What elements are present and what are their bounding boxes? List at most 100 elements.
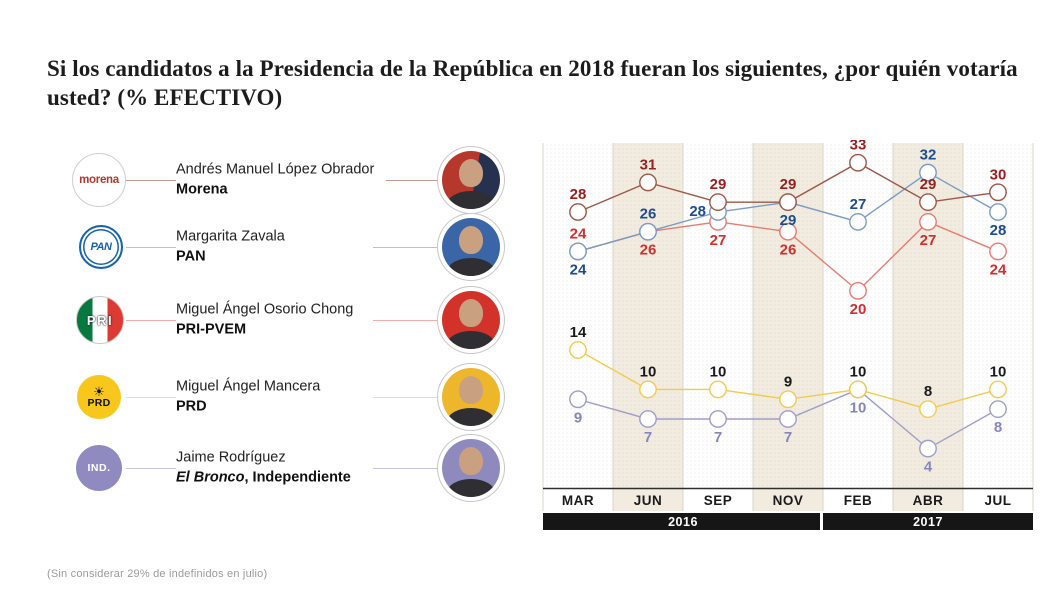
series-Morena [569, 153, 1007, 221]
page-title: Si los candidatos a la Presidencia de la… [47, 56, 1018, 111]
morena-party-logo: morena [72, 153, 126, 207]
data-point [919, 212, 937, 231]
value-label: 24 [570, 225, 587, 242]
value-label: 27 [920, 232, 937, 249]
value-label: 7 [714, 429, 722, 446]
independiente-party-logo: IND. [76, 445, 122, 491]
data-point [709, 193, 727, 212]
candidate-party: PRD [176, 398, 207, 415]
data-point [989, 242, 1007, 261]
data-point [989, 380, 1007, 399]
candidate-name: Andrés Manuel López Obrador [176, 161, 375, 178]
series-El Bronco [569, 380, 1007, 458]
value-label: 8 [994, 419, 1002, 436]
photo-silhouette [442, 291, 500, 349]
pri-party-logo: PRI [76, 296, 124, 344]
candidate-party: Morena [176, 181, 228, 198]
candidate-party: El Bronco, Independiente [176, 469, 351, 486]
value-label: 7 [784, 429, 792, 446]
value-label: 29 [710, 176, 727, 193]
candidate-party: PAN [176, 248, 206, 265]
value-label: 29 [780, 212, 797, 229]
candidate-row-morena: morena Andrés Manuel López Obrador Moren… [70, 144, 506, 216]
photo-silhouette [442, 439, 500, 497]
value-label: 4 [924, 459, 933, 476]
value-label: 30 [990, 166, 1007, 183]
candidate-photo [438, 214, 504, 280]
data-point [639, 173, 657, 192]
value-label: 27 [850, 196, 867, 213]
candidate-photo [438, 364, 504, 430]
value-label: 29 [780, 176, 797, 193]
logo-text: PRD [87, 396, 111, 409]
data-point [639, 410, 657, 428]
poll-trend-chart: 28 31 29 29 33 29 30 24 26 28 29 27 32 28 24 26 27 26 20 27… [530, 137, 1037, 534]
value-label: 14 [570, 324, 587, 341]
month-label: MAR [562, 493, 594, 508]
data-point [569, 203, 587, 221]
value-label: 26 [640, 206, 657, 223]
prd-sun-icon [93, 386, 105, 397]
candidate-name: Miguel Ángel Mancera [176, 378, 321, 395]
candidate-photo [438, 435, 504, 501]
candidate-row-prd: PRD Miguel Ángel Mancera PRD [70, 361, 506, 433]
candidate-text: Margarita Zavala PAN [176, 227, 373, 267]
candidate-text: Miguel Ángel Osorio Chong PRI-PVEM [176, 300, 373, 340]
value-label: 27 [710, 232, 727, 249]
value-label: 26 [780, 242, 797, 259]
month-label: JUN [634, 493, 663, 508]
value-label: 28 [570, 186, 587, 203]
prd-party-logo: PRD [77, 375, 121, 419]
data-point [849, 212, 867, 231]
logo-text: IND. [87, 462, 111, 474]
value-label: 28 [990, 222, 1007, 239]
data-point [919, 163, 937, 182]
value-label: 31 [640, 156, 657, 173]
month-label: JUL [984, 493, 1011, 508]
value-label: 32 [920, 147, 937, 164]
year-label: 2016 [668, 515, 698, 529]
data-point [639, 380, 657, 399]
value-label: 20 [850, 301, 867, 318]
value-label: 10 [710, 363, 727, 380]
candidate-name: Jaime Rodríguez [176, 449, 286, 466]
data-point [779, 222, 797, 241]
value-label: 33 [850, 140, 867, 154]
data-point [569, 341, 587, 359]
data-point [849, 153, 867, 172]
series-PRD [569, 341, 1007, 419]
footnote: (Sin considerar 29% de indefinidos en ju… [47, 568, 268, 580]
candidate-name: Miguel Ángel Osorio Chong [176, 301, 354, 318]
data-point [709, 380, 727, 399]
value-label: 7 [644, 429, 652, 446]
data-point [779, 410, 797, 428]
value-label: 28 [689, 203, 706, 220]
year-bar [543, 513, 820, 530]
data-point [919, 400, 937, 419]
logo-text: morena [79, 174, 119, 186]
candidate-text: Jaime Rodríguez El Bronco, Independiente [176, 448, 373, 488]
data-point [849, 281, 867, 300]
pan-party-logo: PAN [79, 225, 123, 269]
year-bar [823, 513, 1033, 530]
photo-silhouette [442, 218, 500, 276]
value-label: 10 [850, 363, 867, 380]
logo-text: PRI [86, 312, 114, 328]
candidate-party: PRI-PVEM [176, 321, 247, 338]
data-point [569, 242, 587, 261]
data-point [779, 390, 797, 409]
data-point [989, 203, 1007, 221]
month-label: NOV [773, 493, 804, 508]
value-label: 8 [924, 383, 932, 400]
data-point [639, 222, 657, 241]
candidate-row-pan: PAN Margarita Zavala PAN [70, 211, 506, 283]
year-label: 2017 [913, 515, 943, 529]
value-label: 24 [990, 261, 1007, 278]
data-point [989, 400, 1007, 419]
candidate-row-pri: PRI Miguel Ángel Osorio Chong PRI-PVEM [70, 284, 506, 356]
month-label: FEB [844, 493, 873, 508]
value-label: 9 [574, 409, 582, 426]
candidate-text: Miguel Ángel Mancera PRD [176, 377, 373, 417]
